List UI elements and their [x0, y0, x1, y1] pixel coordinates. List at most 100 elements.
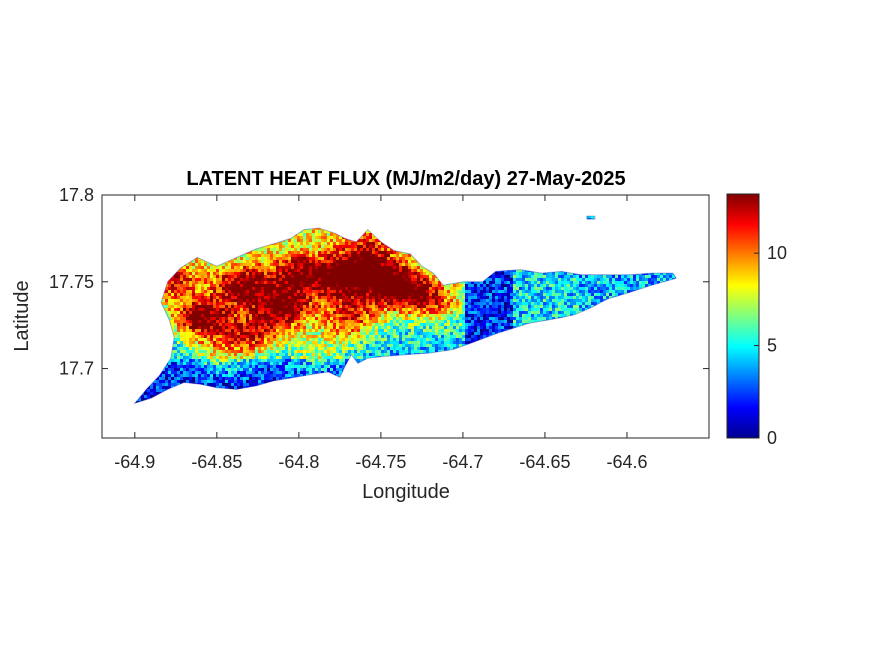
heatmap-cell [255, 278, 258, 281]
heatmap-cell [489, 278, 492, 281]
heatmap-cell [525, 275, 528, 278]
heatmap-cell [312, 248, 315, 251]
heatmap-cell [405, 278, 408, 281]
heatmap-cell [378, 290, 381, 293]
heatmap-cell [327, 260, 330, 263]
heatmap-cell [369, 263, 372, 266]
heatmap-cell [318, 290, 321, 293]
heatmap-cell [231, 260, 234, 263]
heatmap-cell [615, 281, 618, 284]
heatmap-cell [267, 254, 270, 257]
heatmap-cell [414, 275, 417, 278]
heatmap-cell [315, 278, 318, 281]
heatmap-cell [495, 284, 498, 287]
heatmap-cell [288, 242, 291, 245]
heatmap-cell [369, 239, 372, 242]
heatmap-cell [624, 278, 627, 281]
heatmap-cell [417, 275, 420, 278]
heatmap-cell [375, 269, 378, 272]
heatmap-cell [396, 275, 399, 278]
heatmap-cell [642, 281, 645, 284]
heatmap-cell [246, 287, 249, 290]
heatmap-cell [300, 239, 303, 242]
heatmap-cell [330, 290, 333, 293]
heatmap-cell [330, 248, 333, 251]
heatmap-cell [558, 272, 561, 275]
heatmap-cell [339, 251, 342, 254]
heatmap-cell [318, 269, 321, 272]
heatmap-cell [276, 284, 279, 287]
heatmap-cell [189, 275, 192, 278]
heatmap-cell [300, 287, 303, 290]
heatmap-cell [288, 281, 291, 284]
heatmap-cell [432, 290, 435, 293]
heatmap-cell [315, 263, 318, 266]
heatmap-cell [534, 284, 537, 287]
heatmap-cell [567, 284, 570, 287]
heatmap-cell [492, 290, 495, 293]
heatmap-cell [522, 278, 525, 281]
heatmap-cell [315, 230, 318, 233]
heatmap-cell [264, 281, 267, 284]
heatmap-cell [372, 254, 375, 257]
heatmap-cell [360, 290, 363, 293]
heatmap-cell [294, 287, 297, 290]
heatmap-cell [237, 284, 240, 287]
heatmap-cell [423, 278, 426, 281]
heatmap-cell [396, 251, 399, 254]
heatmap-cell [399, 269, 402, 272]
heatmap-cell [468, 287, 471, 290]
heatmap-cell [222, 266, 225, 269]
heatmap-cell [252, 257, 255, 260]
heatmap-cell [618, 284, 621, 287]
heatmap-cell [423, 275, 426, 278]
heatmap-cell [279, 245, 282, 248]
heatmap-cell [405, 275, 408, 278]
heatmap-cell [660, 272, 663, 275]
heatmap-cell [456, 284, 459, 287]
heatmap-cell [495, 275, 498, 278]
heatmap-cell [351, 284, 354, 287]
heatmap-cell [309, 236, 312, 239]
heatmap-cell [285, 278, 288, 281]
heatmap-cell [384, 257, 387, 260]
heatmap-cell [555, 278, 558, 281]
heatmap-cell [396, 269, 399, 272]
heatmap-cell [210, 275, 213, 278]
heatmap-cell [264, 290, 267, 293]
heatmap-cell [342, 284, 345, 287]
heatmap-cell [282, 263, 285, 266]
heatmap-cell [360, 266, 363, 269]
heatmap-cell [381, 260, 384, 263]
heatmap-cell [378, 281, 381, 284]
heatmap-cell [339, 272, 342, 275]
heatmap-cell [492, 284, 495, 287]
heatmap-cell [561, 287, 564, 290]
heatmap-cell [234, 281, 237, 284]
heatmap-cell [270, 281, 273, 284]
heatmap-cell [381, 263, 384, 266]
heatmap-cell [327, 287, 330, 290]
heatmap-cell [216, 278, 219, 281]
heatmap-cell [621, 287, 624, 290]
heatmap-cell [216, 281, 219, 284]
heatmap-cell [210, 263, 213, 266]
heatmap-cell [225, 269, 228, 272]
heatmap-cell [420, 287, 423, 290]
heatmap-cell [273, 251, 276, 254]
heatmap-cell [198, 281, 201, 284]
heatmap-cell [342, 290, 345, 293]
heatmap-cell [318, 281, 321, 284]
heatmap-cell [588, 284, 591, 287]
heatmap-cell [267, 278, 270, 281]
heatmap-cell [240, 290, 243, 293]
heatmap-cell [216, 290, 219, 293]
heatmap-cell [543, 284, 546, 287]
heatmap-cell [366, 257, 369, 260]
heatmap-cell [285, 239, 288, 242]
heatmap-cell [540, 275, 543, 278]
heatmap-cell [333, 233, 336, 236]
heatmap-cell [363, 254, 366, 257]
heatmap-cell [198, 287, 201, 290]
heatmap-cell [336, 257, 339, 260]
